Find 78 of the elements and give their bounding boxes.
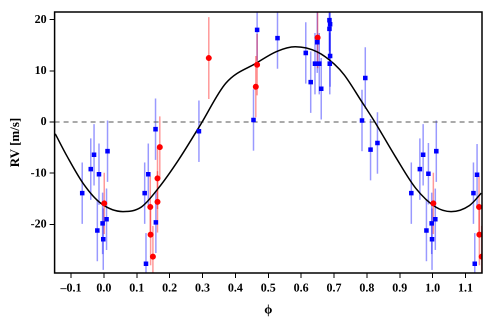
point [196,128,202,134]
point [146,172,151,176]
point [96,172,102,176]
x-tick-label: 0.9 [392,280,408,294]
y-tick-label: 10 [34,62,47,77]
point [95,228,100,233]
point [100,221,105,226]
point [430,200,436,206]
point [328,61,332,66]
x-tick-label: 0.4 [228,280,243,294]
point [156,144,163,150]
point [433,216,438,222]
point [105,148,110,154]
point [154,198,160,205]
point [429,221,434,226]
x-tick-label: 0.8 [359,280,374,294]
x-tick-label: 0.1 [129,280,144,294]
point [315,40,320,44]
x-tick-label: 1.1 [458,280,474,294]
point [154,175,160,182]
point [316,61,322,66]
point [304,50,308,56]
y-tick-label: 20 [34,12,47,26]
point [409,190,414,196]
y-axis-title: RV [m/s] [7,118,22,168]
point [328,54,332,58]
x-tick-label: 0.3 [195,280,210,294]
point [368,147,373,152]
point [472,262,478,266]
point [360,118,364,123]
point [418,166,422,172]
point [148,232,154,238]
x-tick-label: –0.1 [60,280,82,294]
point [154,220,158,225]
point [420,152,426,158]
point [312,61,318,66]
point [104,216,109,222]
point [153,126,158,132]
point [424,228,429,233]
point [363,76,368,80]
point [474,172,480,178]
point [88,166,94,172]
point [101,200,108,206]
point [252,84,259,90]
point [80,190,84,196]
x-tick-label: 0.0 [96,280,112,294]
x-tick-label: 0.7 [326,280,342,294]
x-tick-label: 0.6 [294,280,309,294]
point [150,254,156,260]
point [426,171,431,176]
point [328,22,332,27]
x-tick-label: 0.2 [162,280,178,294]
point [144,262,148,266]
point [375,140,380,146]
point [327,18,332,22]
point [100,236,106,242]
point [142,190,147,196]
point [318,86,324,92]
point [430,236,434,242]
point [275,36,280,40]
point [254,62,260,68]
y-tick-label: -20 [30,216,47,230]
x-tick-label: 0.5 [260,280,276,294]
point [471,190,476,196]
y-tick-label: -10 [30,165,47,180]
point [476,204,482,210]
point [254,28,260,32]
point [434,148,439,154]
y-tick-label: 0 [40,114,47,128]
point [476,232,482,238]
x-axis-title: ϕ [264,302,272,317]
point [251,118,256,122]
point [92,152,96,158]
point [327,26,332,32]
point [308,80,313,84]
point [206,55,212,62]
x-tick-label: 1.0 [425,280,440,294]
point [147,204,154,210]
